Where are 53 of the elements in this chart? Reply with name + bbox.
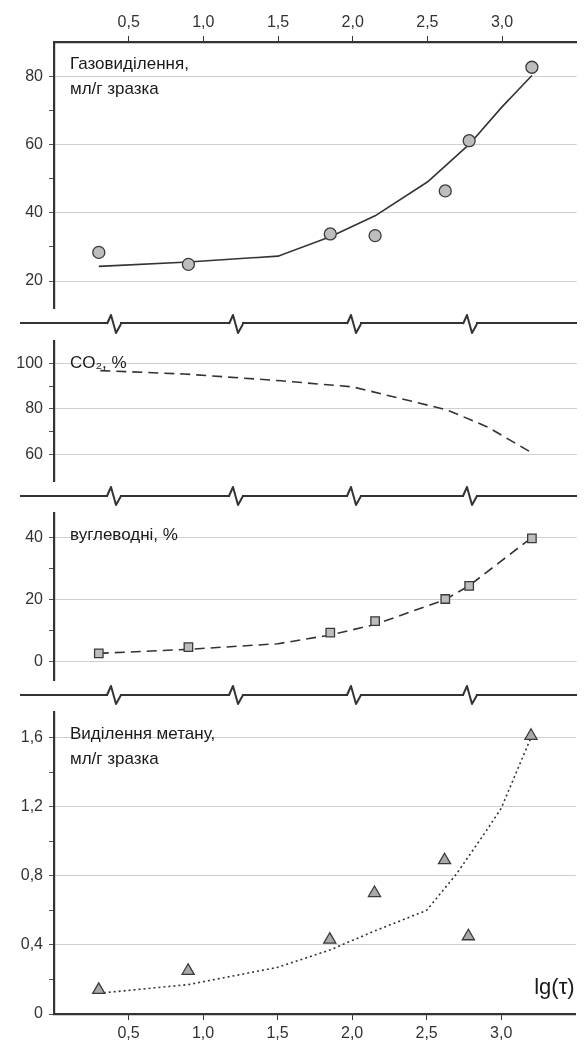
point xyxy=(181,257,196,271)
point xyxy=(462,134,476,148)
y-tick-label: 20 xyxy=(25,590,44,608)
y-axis-title: вуглеводні, % xyxy=(70,524,178,544)
point xyxy=(183,642,194,653)
x-axis-title: lg(τ) xyxy=(534,974,575,1000)
point xyxy=(92,982,106,994)
x-tick-label: 3,0 xyxy=(490,12,514,30)
x-tick-label: 2,0 xyxy=(340,1024,364,1042)
x-tick-label: 0,5 xyxy=(117,1024,140,1042)
point xyxy=(370,616,380,626)
y-tick-label: 0,8 xyxy=(20,866,44,884)
x-tick-label: 1,0 xyxy=(191,1024,215,1042)
y-tick-label: 1,6 xyxy=(20,727,44,745)
point xyxy=(461,928,476,941)
y-axis-title: CO₂, % xyxy=(70,352,127,372)
point xyxy=(524,728,538,740)
point xyxy=(93,648,104,659)
point xyxy=(440,594,451,604)
y-tick-label: 1,2 xyxy=(20,797,44,815)
point xyxy=(525,60,539,74)
y-tick-label: 0,4 xyxy=(20,935,44,953)
y-tick-label: 100 xyxy=(16,353,44,371)
y-tick-label: 60 xyxy=(25,444,44,462)
x-tick-label: 2,0 xyxy=(341,12,364,30)
y-axis-title: Газовиділення, мл/г зразка xyxy=(70,54,189,99)
x-tick-label: 1,5 xyxy=(266,12,290,30)
y-tick-label: 0 xyxy=(34,1004,44,1022)
point xyxy=(464,581,475,591)
y-tick-label: 60 xyxy=(25,134,44,152)
y-tick-label: 80 xyxy=(25,399,44,417)
x-tick-label: 0,5 xyxy=(117,12,140,30)
point xyxy=(325,627,336,638)
point xyxy=(438,184,452,198)
point xyxy=(437,852,452,865)
y-tick-label: 40 xyxy=(25,527,44,545)
point xyxy=(323,932,337,944)
point xyxy=(368,229,382,243)
y-axis-title: Виділення метану, мл/г зразка xyxy=(70,723,216,768)
x-tick-label: 1,0 xyxy=(192,12,215,30)
point xyxy=(92,245,106,260)
y-tick-label: 80 xyxy=(25,66,44,84)
point xyxy=(527,533,537,544)
x-tick-label: 1,5 xyxy=(266,1024,289,1042)
y-tick-label: 20 xyxy=(25,271,44,289)
x-tick-label: 2,5 xyxy=(416,12,439,30)
point xyxy=(181,963,195,975)
point xyxy=(323,227,337,241)
x-tick-label: 3,0 xyxy=(490,1024,513,1042)
y-tick-label: 40 xyxy=(25,203,44,221)
point xyxy=(367,885,382,898)
y-tick-label: 0 xyxy=(34,652,44,670)
x-tick-label: 2,5 xyxy=(415,1024,438,1042)
